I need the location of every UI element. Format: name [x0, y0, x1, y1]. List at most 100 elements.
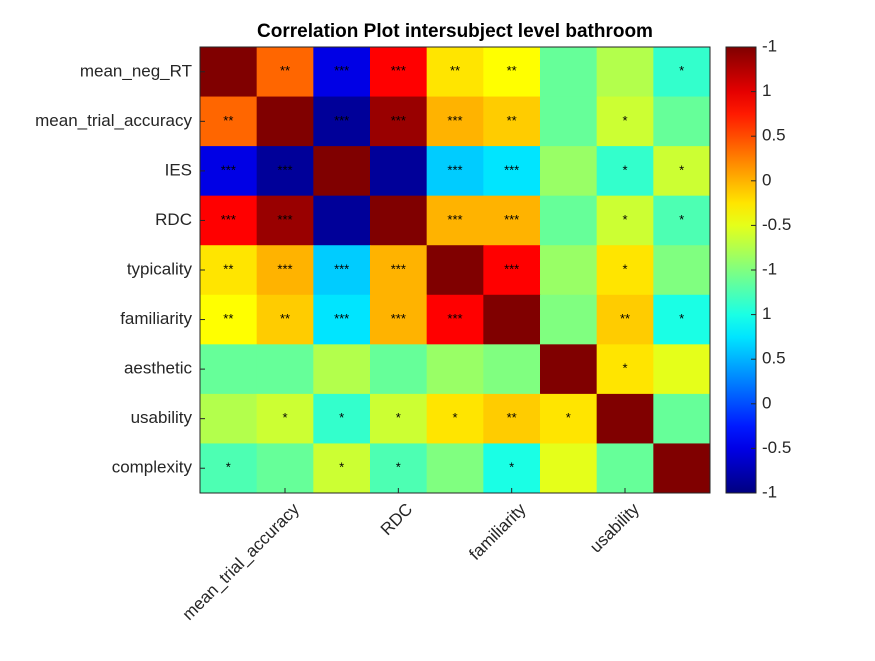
significance-label: *	[622, 261, 627, 276]
heatmap-cell	[426, 96, 484, 147]
colorbar-tick-label: -1	[762, 259, 777, 278]
significance-label: *	[679, 212, 684, 227]
heatmap-cell	[483, 47, 541, 98]
significance-label: *	[452, 410, 457, 425]
significance-label: **	[223, 311, 233, 326]
colorbar-tick-label: -0.5	[762, 438, 791, 457]
heatmap-cell	[653, 146, 711, 197]
significance-label: *	[509, 460, 514, 475]
heatmap-cell	[256, 195, 314, 246]
heatmap-cell	[370, 443, 428, 494]
heatmap-cell	[370, 344, 428, 395]
significance-label: ***	[334, 261, 349, 276]
significance-label: **	[620, 311, 630, 326]
heatmap-cell	[200, 443, 258, 494]
heatmap-cell	[313, 245, 371, 296]
significance-label: *	[679, 311, 684, 326]
y-tick-label: familiarity	[120, 309, 192, 328]
heatmap-cell	[256, 393, 314, 444]
significance-label: ***	[504, 212, 519, 227]
heatmap-cell	[540, 146, 598, 197]
y-tick-label: aesthetic	[124, 359, 193, 378]
significance-label: ***	[334, 113, 349, 128]
heatmap-cell	[540, 443, 598, 494]
x-tick-label: usability	[586, 499, 643, 556]
colorbar-tick-label: 0	[762, 170, 771, 189]
colorbar-tick-label: -1	[762, 482, 777, 501]
heatmap-cell	[426, 47, 484, 98]
significance-label: *	[396, 460, 401, 475]
significance-label: ***	[334, 311, 349, 326]
heatmap-cell	[426, 294, 484, 345]
heatmap-cell	[313, 96, 371, 147]
heatmap-cell	[370, 96, 428, 147]
significance-label: *	[339, 460, 344, 475]
heatmap-cell	[596, 344, 654, 395]
heatmap-cell	[426, 393, 484, 444]
heatmap-cell	[426, 195, 484, 246]
heatmap-cell	[313, 47, 371, 98]
heatmap-cell	[596, 146, 654, 197]
heatmap-cell	[256, 47, 314, 98]
colorbar-tick-label: 0.5	[762, 349, 786, 368]
heatmap-cell	[540, 294, 598, 345]
heatmap-cell	[653, 245, 711, 296]
colorbar-tick-label: 0.5	[762, 126, 786, 145]
heatmap-cell	[483, 195, 541, 246]
heatmap-cell	[483, 344, 541, 395]
heatmap-cell	[256, 245, 314, 296]
significance-label: ***	[504, 162, 519, 177]
heatmap-cell	[313, 393, 371, 444]
colorbar-tick-label: 1	[762, 304, 771, 323]
significance-label: **	[507, 113, 517, 128]
heatmap-cell	[256, 344, 314, 395]
significance-label: **	[223, 113, 233, 128]
heatmap-cell	[256, 294, 314, 345]
heatmap-cell	[313, 344, 371, 395]
significance-label: *	[226, 460, 231, 475]
heatmap-cell	[370, 195, 428, 246]
significance-label: *	[622, 113, 627, 128]
significance-label: *	[622, 361, 627, 376]
heatmap-cell	[313, 294, 371, 345]
x-tick-label: mean_trial_accuracy	[179, 499, 304, 624]
significance-label: ***	[277, 162, 292, 177]
colorbar-tick-label: -1	[762, 36, 777, 55]
y-tick-label: mean_neg_RT	[80, 61, 192, 80]
significance-label: **	[450, 63, 460, 78]
heatmap-cell	[483, 294, 541, 345]
heatmap-cell	[596, 294, 654, 345]
significance-label: *	[396, 410, 401, 425]
heatmap-cell	[200, 245, 258, 296]
significance-label: ***	[221, 162, 236, 177]
y-tick-label: usability	[131, 408, 193, 427]
heatmap-cell	[370, 146, 428, 197]
significance-label: ***	[277, 212, 292, 227]
significance-label: **	[507, 410, 517, 425]
significance-label: ***	[447, 212, 462, 227]
heatmap-cell	[313, 443, 371, 494]
heatmap-cell	[596, 47, 654, 98]
heatmap-cell	[653, 294, 711, 345]
heatmap-cell	[370, 245, 428, 296]
heatmap-cell	[426, 245, 484, 296]
significance-label: *	[282, 410, 287, 425]
heatmap-cell	[370, 393, 428, 444]
significance-label: ***	[334, 63, 349, 78]
heatmap-cell	[200, 47, 258, 98]
heatmap-cell	[653, 393, 711, 444]
heatmap-cell	[483, 443, 541, 494]
colorbar-tick-label: -0.5	[762, 215, 791, 234]
significance-label: *	[679, 162, 684, 177]
significance-label: *	[622, 162, 627, 177]
heatmap-cell	[653, 47, 711, 98]
heatmap-cell	[540, 393, 598, 444]
heatmap-cell	[483, 146, 541, 197]
significance-label: **	[280, 311, 290, 326]
heatmap-cell	[200, 96, 258, 147]
heatmap-cell	[370, 47, 428, 98]
x-tick-label: familiarity	[465, 499, 530, 564]
significance-label: *	[622, 212, 627, 227]
y-tick-label: RDC	[155, 210, 192, 229]
significance-label: ***	[447, 311, 462, 326]
